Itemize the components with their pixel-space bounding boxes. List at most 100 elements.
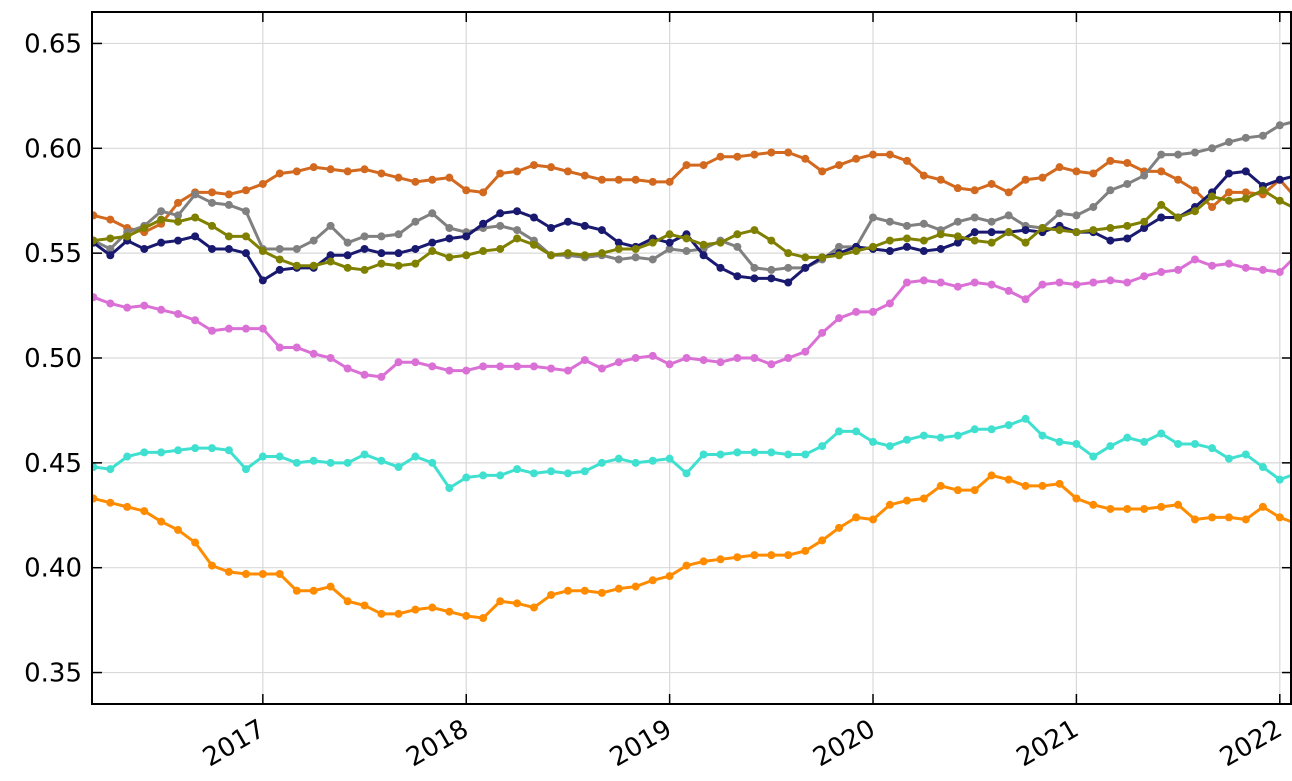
data-point: [529, 362, 538, 371]
data-point: [1208, 513, 1217, 522]
data-point: [750, 274, 759, 283]
data-point: [750, 448, 759, 457]
data-point: [1038, 481, 1047, 490]
data-point: [326, 582, 335, 591]
data-point: [360, 601, 369, 610]
data-point: [852, 513, 861, 522]
data-point: [1055, 209, 1064, 218]
data-point: [309, 163, 318, 172]
data-point: [1224, 188, 1233, 197]
data-point: [394, 173, 403, 182]
data-point: [1004, 228, 1013, 237]
data-point: [360, 370, 369, 379]
data-point: [479, 614, 488, 623]
data-point: [1275, 268, 1284, 277]
data-point: [885, 442, 894, 451]
data-point: [309, 261, 318, 270]
data-point: [1072, 280, 1081, 289]
data-point: [394, 261, 403, 270]
data-point: [767, 274, 776, 283]
data-point: [1241, 194, 1250, 203]
data-point: [885, 236, 894, 245]
data-point: [479, 188, 488, 197]
data-point: [157, 215, 166, 224]
data-point: [208, 221, 216, 230]
data-point: [377, 372, 386, 381]
data-point: [648, 255, 657, 264]
x-tick-label: 2020: [808, 714, 880, 773]
data-point: [902, 242, 911, 251]
data-point: [919, 276, 928, 285]
data-point: [682, 469, 691, 478]
data-point: [682, 161, 691, 170]
data-point: [547, 590, 556, 599]
data-point: [716, 238, 725, 247]
data-point: [208, 326, 216, 335]
data-point: [1106, 223, 1115, 232]
data-point: [699, 450, 708, 459]
data-point: [377, 259, 386, 268]
data-point: [648, 351, 657, 360]
data-point: [580, 251, 589, 260]
data-point: [258, 452, 267, 461]
data-point: [157, 207, 166, 216]
data-point: [733, 230, 742, 239]
data-point: [1038, 173, 1047, 182]
data-point: [479, 471, 488, 480]
data-point: [665, 572, 674, 581]
data-point: [462, 473, 471, 482]
data-point: [547, 223, 556, 232]
data-point: [597, 588, 606, 597]
data-point: [1174, 213, 1183, 222]
data-point: [597, 175, 606, 184]
data-point: [1157, 167, 1166, 176]
data-point: [1106, 236, 1115, 245]
data-point: [919, 494, 928, 503]
data-point: [547, 163, 556, 172]
data-point: [174, 211, 183, 220]
data-point: [1055, 226, 1064, 235]
data-point: [1258, 186, 1267, 195]
data-point: [343, 597, 352, 606]
data-point: [275, 569, 284, 578]
data-point: [1275, 121, 1284, 130]
data-point: [1038, 223, 1047, 232]
data-point: [496, 209, 505, 218]
data-point: [699, 356, 708, 365]
data-point: [140, 507, 149, 516]
data-point: [1275, 196, 1284, 205]
data-point: [631, 354, 640, 362]
data-point: [631, 244, 640, 253]
data-point: [563, 366, 572, 375]
data-point: [953, 431, 962, 440]
data-point: [445, 366, 454, 375]
data-point: [1224, 259, 1233, 268]
data-point: [987, 280, 996, 289]
data-point: [1241, 515, 1250, 524]
data-point: [428, 247, 437, 256]
data-point: [801, 450, 810, 459]
data-point: [1021, 175, 1030, 184]
data-point: [902, 234, 911, 243]
data-point: [818, 328, 827, 337]
data-point: [665, 238, 674, 247]
data-point: [885, 247, 894, 256]
data-point: [513, 599, 522, 608]
data-point: [869, 242, 878, 251]
data-point: [936, 433, 945, 442]
data-point: [716, 555, 725, 564]
data-point: [1174, 265, 1183, 274]
data-point: [224, 200, 233, 209]
data-point: [987, 228, 996, 237]
data-point: [157, 238, 166, 247]
data-point: [1021, 414, 1030, 423]
data-point: [462, 366, 471, 375]
data-point: [1224, 196, 1233, 205]
data-point: [801, 263, 810, 272]
data-point: [411, 244, 420, 253]
data-point: [1275, 175, 1284, 184]
data-point: [411, 358, 420, 367]
data-point: [191, 538, 200, 547]
data-point: [292, 244, 301, 253]
data-point: [580, 467, 589, 476]
